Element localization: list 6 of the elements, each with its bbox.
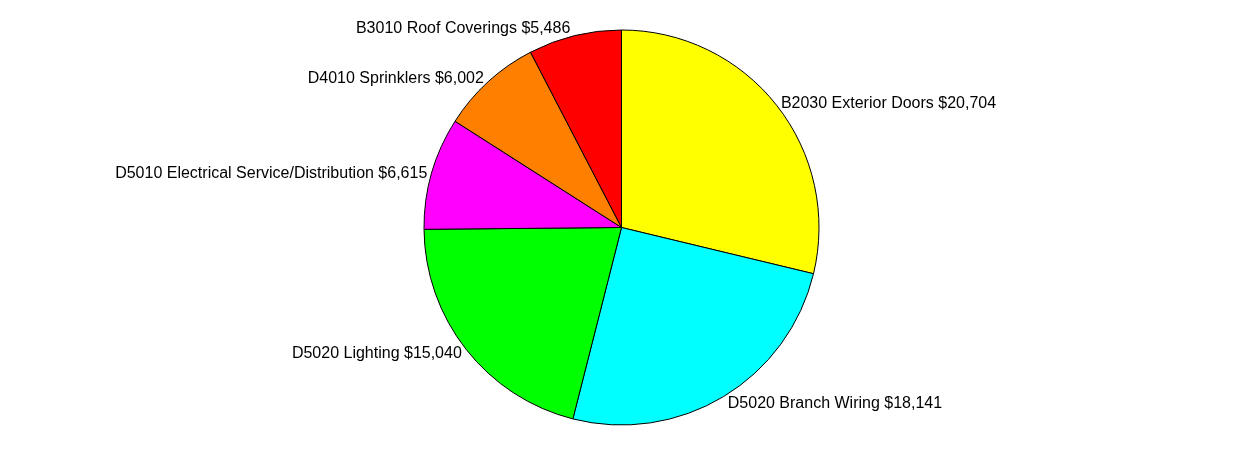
slice-label: B3010 Roof Coverings $5,486 xyxy=(355,19,571,37)
slice-label: D5010 Electrical Service/Distribution $6,615 xyxy=(115,163,428,181)
slice-label: D5020 Branch Wiring $18,141 xyxy=(727,394,943,412)
slice-label: B2030 Exterior Doors $20,704 xyxy=(780,93,997,111)
slice-label: D4010 Sprinklers $6,002 xyxy=(307,68,484,86)
slice-label: D5020 Lighting $15,040 xyxy=(291,344,462,362)
